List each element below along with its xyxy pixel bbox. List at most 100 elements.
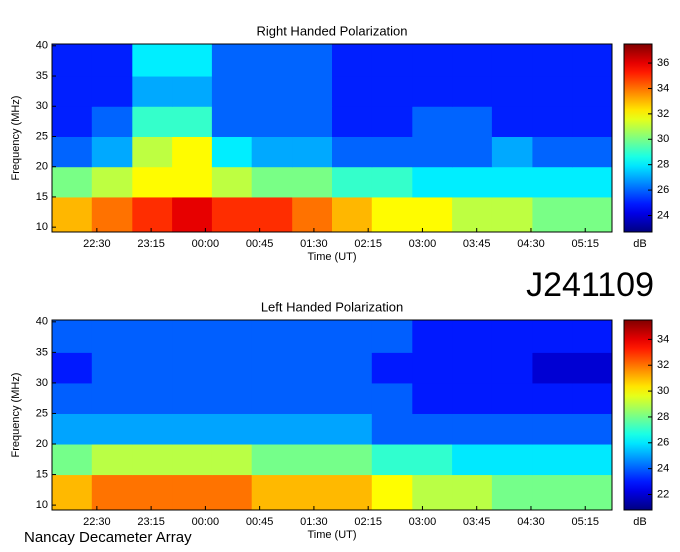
heat-cell xyxy=(491,196,533,233)
heat-cell xyxy=(292,166,333,198)
heat-cell xyxy=(172,413,213,445)
heat-cell xyxy=(452,320,493,353)
heat-cell xyxy=(412,352,453,384)
colorbar-tick-label: 22 xyxy=(657,488,669,500)
heat-cell xyxy=(132,320,173,353)
heat-cell xyxy=(371,76,413,107)
heat-cell xyxy=(532,413,573,445)
y-tick-label: 35 xyxy=(36,346,48,358)
heat-cell xyxy=(132,444,173,476)
colorbar-tick-label: 36 xyxy=(657,57,669,69)
heat-cell xyxy=(532,320,573,353)
heat-cell xyxy=(52,320,93,353)
heat-cell xyxy=(91,136,133,168)
heat-cell xyxy=(251,166,293,198)
heat-cell xyxy=(572,166,613,198)
heat-cell xyxy=(172,106,213,137)
heat-cell xyxy=(332,444,373,476)
x-tick-label: 04:30 xyxy=(517,238,545,250)
y-tick-label: 35 xyxy=(36,70,48,82)
heat-cell xyxy=(491,382,533,414)
heat-cell xyxy=(251,320,293,353)
heat-cell xyxy=(52,166,93,198)
heat-cell xyxy=(251,413,293,445)
heat-cell xyxy=(211,44,253,77)
x-tick-label: 03:45 xyxy=(463,238,491,250)
heat-cell xyxy=(91,320,133,353)
heat-cell xyxy=(412,106,453,137)
x-tick-label: 23:15 xyxy=(137,238,165,250)
heat-cell xyxy=(371,474,413,511)
heat-cell xyxy=(491,106,533,137)
heat-cell xyxy=(91,196,133,233)
heat-cell xyxy=(292,136,333,168)
heat-cell xyxy=(91,106,133,137)
heat-cell xyxy=(211,474,253,511)
heat-cell xyxy=(211,136,253,168)
heat-cell xyxy=(532,444,573,476)
x-tick-label: 03:45 xyxy=(463,516,491,528)
heat-cell xyxy=(452,352,493,384)
heat-cell xyxy=(132,76,173,107)
plot-frame xyxy=(51,319,613,511)
heat-cell xyxy=(52,44,93,77)
heat-cell xyxy=(52,106,93,137)
heat-cell xyxy=(211,320,253,353)
heat-cell xyxy=(91,166,133,198)
heat-cell xyxy=(491,413,533,445)
heat-cell xyxy=(332,474,373,511)
colorbar-tick-label: 34 xyxy=(657,82,669,94)
heat-cell xyxy=(491,474,533,511)
heat-cell xyxy=(132,166,173,198)
colorbar-label: dB xyxy=(633,516,646,528)
colorbar-tick-label: 28 xyxy=(657,159,669,171)
heat-cell xyxy=(292,76,333,107)
x-axis-label: Time (UT) xyxy=(307,529,356,541)
x-tick-label: 01:30 xyxy=(300,516,328,528)
heat-cell xyxy=(371,382,413,414)
heat-cell xyxy=(491,352,533,384)
heat-cell xyxy=(132,474,173,511)
x-tick-label: 00:00 xyxy=(192,516,220,528)
heat-cell xyxy=(132,382,173,414)
heat-cell xyxy=(211,76,253,107)
heat-cell xyxy=(172,382,213,414)
plot-frame xyxy=(51,43,613,233)
heat-cell xyxy=(572,76,613,107)
heat-cell xyxy=(491,136,533,168)
heat-cell xyxy=(452,166,493,198)
heat-cell xyxy=(52,413,93,445)
observation-id: J241109 xyxy=(526,266,654,304)
x-tick-label: 00:45 xyxy=(246,238,274,250)
heat-cell xyxy=(412,382,453,414)
heat-cell xyxy=(452,136,493,168)
heat-cell xyxy=(52,196,93,233)
y-tick-label: 40 xyxy=(36,40,48,52)
heat-cell xyxy=(91,474,133,511)
colorbar-tick-label: 30 xyxy=(657,385,669,397)
heat-cell xyxy=(172,474,213,511)
heat-cell xyxy=(572,474,613,511)
heat-cell xyxy=(532,106,573,137)
x-axis-label: Time (UT) xyxy=(307,251,356,263)
colorbar-label: dB xyxy=(633,238,646,250)
heat-cell xyxy=(172,166,213,198)
x-tick-label: 02:15 xyxy=(354,238,382,250)
y-tick-label: 25 xyxy=(36,130,48,142)
colorbar-tick-label: 28 xyxy=(657,411,669,423)
y-tick-label: 15 xyxy=(36,191,48,203)
heat-cell xyxy=(452,382,493,414)
heat-cell xyxy=(572,136,613,168)
heat-cell xyxy=(91,382,133,414)
x-tick-label: 03:00 xyxy=(409,516,437,528)
heat-cell xyxy=(292,106,333,137)
heat-cell xyxy=(332,413,373,445)
heat-cell xyxy=(572,44,613,77)
colorbar-tick-label: 30 xyxy=(657,133,669,145)
heat-cell xyxy=(132,106,173,137)
heat-cell xyxy=(251,196,293,233)
heat-cell xyxy=(452,76,493,107)
colorbar-tick-label: 26 xyxy=(657,184,669,196)
heat-cell xyxy=(491,44,533,77)
